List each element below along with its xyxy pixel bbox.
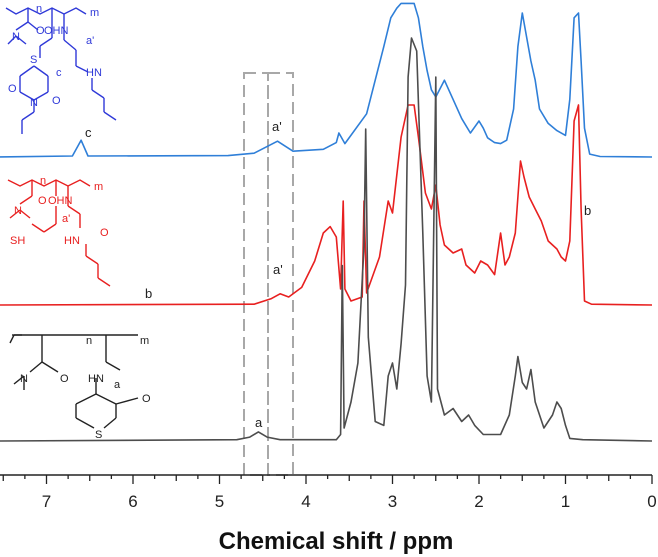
structure-blue-labels: n m O OHN N a' S HN c O N O <box>8 3 102 109</box>
red-struct-ohn: OHN <box>48 195 73 207</box>
red-struct-o2: O <box>100 227 109 239</box>
black-struct-a: a <box>114 379 121 391</box>
x-tick-label: 1 <box>561 492 570 511</box>
x-axis-title: Chemical shift / ppm <box>219 528 454 555</box>
black-struct-n: n <box>86 335 92 347</box>
black-struct-n1: N <box>20 373 28 385</box>
black-struct-s: S <box>95 429 102 441</box>
blue-struct-o1: O <box>36 25 45 37</box>
blue-struct-m: m <box>90 7 99 19</box>
blue-struct-hn: HN <box>86 67 102 79</box>
peak-label-blue-a-prime: a' <box>272 119 282 134</box>
red-struct-m: m <box>94 181 103 193</box>
black-struct-hn: HN <box>88 373 104 385</box>
peak-label-grey-a: a <box>255 415 263 430</box>
x-tick-label: 0 <box>647 492 656 511</box>
red-struct-hn: HN <box>64 235 80 247</box>
peak-label-red-a-prime: a' <box>273 262 283 277</box>
blue-struct-o3: O <box>52 95 61 107</box>
black-struct-m: m <box>140 335 149 347</box>
x-axis: 7 6 5 4 3 2 1 0 <box>0 474 657 511</box>
blue-struct-n1: N <box>12 31 20 43</box>
spectra-group <box>0 2 653 442</box>
blue-struct-a-prime: a' <box>86 35 94 47</box>
peak-labels: c a' b a' b a <box>85 119 591 430</box>
peak-label-red-b-left: b <box>145 286 152 301</box>
blue-struct-n2: N <box>30 97 38 109</box>
structure-red <box>7 179 111 287</box>
spectrum-line-2 <box>0 37 653 442</box>
x-tick-label: 4 <box>301 492 310 511</box>
structure-black <box>9 334 139 429</box>
red-struct-a-prime: a' <box>62 213 70 225</box>
spectrum-line-0 <box>0 2 653 158</box>
x-tick-label: 6 <box>128 492 137 511</box>
x-tick-label: 2 <box>474 492 483 511</box>
structure-red-labels: n m O OHN N a' SH HN O <box>10 175 109 247</box>
x-tick-label: 3 <box>388 492 397 511</box>
blue-struct-s: S <box>30 54 37 66</box>
red-struct-n1: N <box>14 205 22 217</box>
peak-label-blue-c: c <box>85 125 92 140</box>
structure-black-labels: n m N O HN a O S <box>20 335 151 441</box>
red-struct-sh: SH <box>10 235 25 247</box>
spectrum-line-1 <box>0 104 653 306</box>
blue-struct-c: c <box>56 67 62 79</box>
x-tick-label: 5 <box>215 492 224 511</box>
blue-struct-o2: O <box>8 83 17 95</box>
red-struct-o1: O <box>38 195 47 207</box>
structure-blue <box>5 7 117 134</box>
black-struct-o1: O <box>60 373 69 385</box>
peak-label-red-b-right: b <box>584 203 591 218</box>
x-tick-label: 7 <box>42 492 51 511</box>
blue-struct-ohn: OHN <box>44 25 69 37</box>
black-struct-o2: O <box>142 393 151 405</box>
red-struct-n: n <box>40 175 46 187</box>
blue-struct-n: n <box>36 3 42 15</box>
